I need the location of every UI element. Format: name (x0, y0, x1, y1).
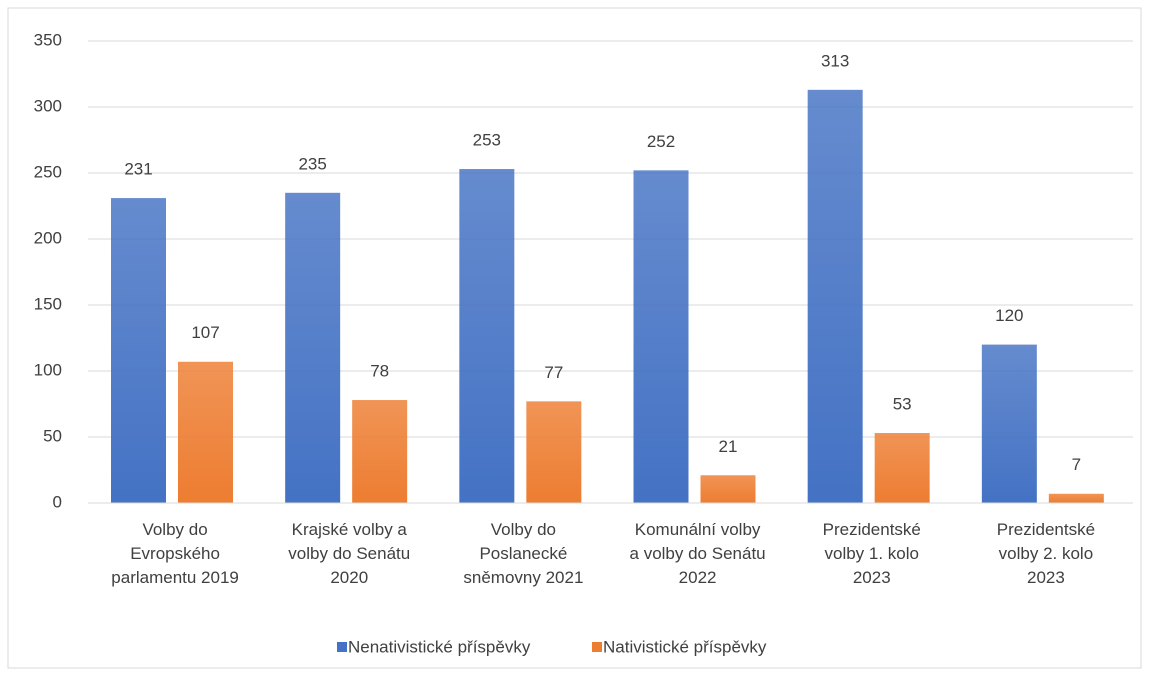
data-label: 78 (370, 362, 389, 381)
y-tick-label: 150 (34, 294, 62, 313)
x-tick-label: Prezidentské volby 2. kolo 2023 (996, 520, 1096, 587)
data-label: 107 (191, 323, 219, 342)
bar (633, 170, 689, 504)
data-label: 252 (647, 132, 675, 151)
y-tick-label: 100 (34, 360, 62, 379)
y-tick-label: 350 (34, 30, 62, 49)
data-label: 235 (298, 154, 326, 173)
x-tick-label: Komunální volby a volby do Senátu 2022 (629, 520, 766, 587)
bar (874, 433, 930, 503)
bar (526, 401, 582, 503)
legend-swatch (337, 642, 347, 652)
data-label: 313 (821, 51, 849, 70)
legend-label: Nenativistické příspěvky (348, 637, 531, 656)
bar (1048, 493, 1104, 503)
y-tick-label: 50 (43, 426, 62, 445)
x-tick-label: Volby do Evropského parlamentu 2019 (111, 520, 239, 587)
bar (700, 475, 756, 503)
data-label: 53 (893, 395, 912, 414)
y-tick-label: 250 (34, 162, 62, 181)
x-tick-label: Volby do Poslanecké sněmovny 2021 (463, 520, 584, 587)
y-tick-label: 200 (34, 228, 62, 247)
data-label: 120 (995, 306, 1023, 325)
bar (285, 192, 341, 504)
x-tick-label: Prezidentské volby 1. kolo 2023 (822, 520, 921, 587)
y-tick-label: 0 (53, 492, 62, 511)
legend-label: Nativistické příspěvky (603, 637, 767, 656)
data-label: 231 (124, 160, 152, 179)
bar (807, 89, 863, 503)
chart-frame (7, 7, 1142, 669)
y-tick-label: 300 (34, 96, 62, 115)
bar (459, 169, 515, 504)
data-label: 77 (544, 363, 563, 382)
bar (981, 344, 1037, 503)
x-tick-label: Krajské volby a volby do Senátu 2020 (288, 520, 411, 587)
bar (111, 198, 166, 503)
data-label: 7 (1072, 455, 1081, 474)
bar (178, 361, 233, 503)
legend-swatch (592, 642, 602, 652)
data-label: 253 (473, 131, 501, 150)
bar (352, 400, 408, 503)
data-label: 21 (719, 437, 738, 456)
